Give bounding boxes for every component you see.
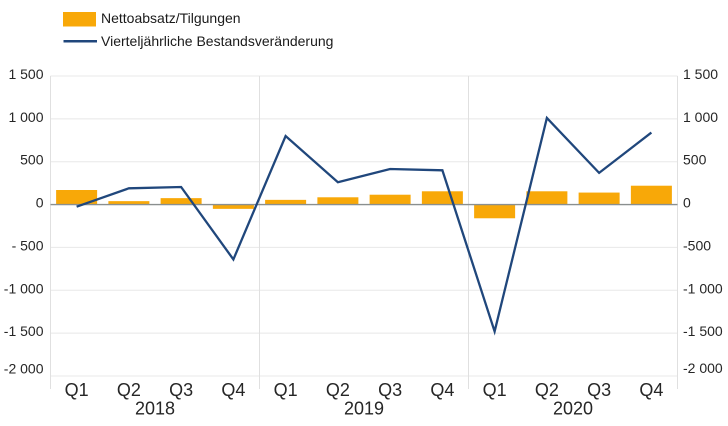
svg-text:Q1: Q1 [274, 380, 298, 400]
svg-text:Q3: Q3 [587, 380, 611, 400]
svg-text:Vierteljährliche Bestandsverän: Vierteljährliche Bestandsveränderung [101, 33, 333, 49]
svg-text:-1 000: -1 000 [4, 280, 44, 296]
svg-text:-2 000: -2 000 [683, 360, 723, 376]
svg-text:Q2: Q2 [117, 380, 141, 400]
svg-text:- 500: - 500 [12, 237, 44, 253]
svg-text:Q2: Q2 [326, 380, 350, 400]
svg-text:Q4: Q4 [430, 380, 454, 400]
svg-text:Q1: Q1 [65, 380, 89, 400]
svg-text:1 000: 1 000 [683, 109, 718, 125]
svg-text:Nettoabsatz/Tilgungen: Nettoabsatz/Tilgungen [101, 10, 241, 26]
svg-text:1 000: 1 000 [8, 109, 43, 125]
svg-text:Q3: Q3 [378, 380, 402, 400]
svg-text:1 500: 1 500 [8, 66, 43, 82]
svg-text:1 500: 1 500 [683, 66, 718, 82]
svg-text:-1 500: -1 500 [683, 323, 723, 339]
svg-text:2019: 2019 [344, 399, 384, 419]
svg-text:0: 0 [683, 195, 691, 211]
svg-text:-500: -500 [683, 237, 711, 253]
svg-text:2020: 2020 [553, 399, 593, 419]
svg-text:2018: 2018 [135, 399, 175, 419]
svg-text:-1 500: -1 500 [4, 323, 44, 339]
svg-text:Q2: Q2 [535, 380, 559, 400]
svg-text:Q1: Q1 [483, 380, 507, 400]
svg-text:0: 0 [36, 195, 44, 211]
svg-text:Q4: Q4 [221, 380, 245, 400]
svg-text:500: 500 [683, 152, 707, 168]
svg-text:Q3: Q3 [169, 380, 193, 400]
svg-text:-1 000: -1 000 [683, 280, 723, 296]
svg-text:-2 000: -2 000 [4, 361, 44, 377]
svg-text:500: 500 [20, 152, 44, 168]
svg-text:Q4: Q4 [639, 380, 663, 400]
